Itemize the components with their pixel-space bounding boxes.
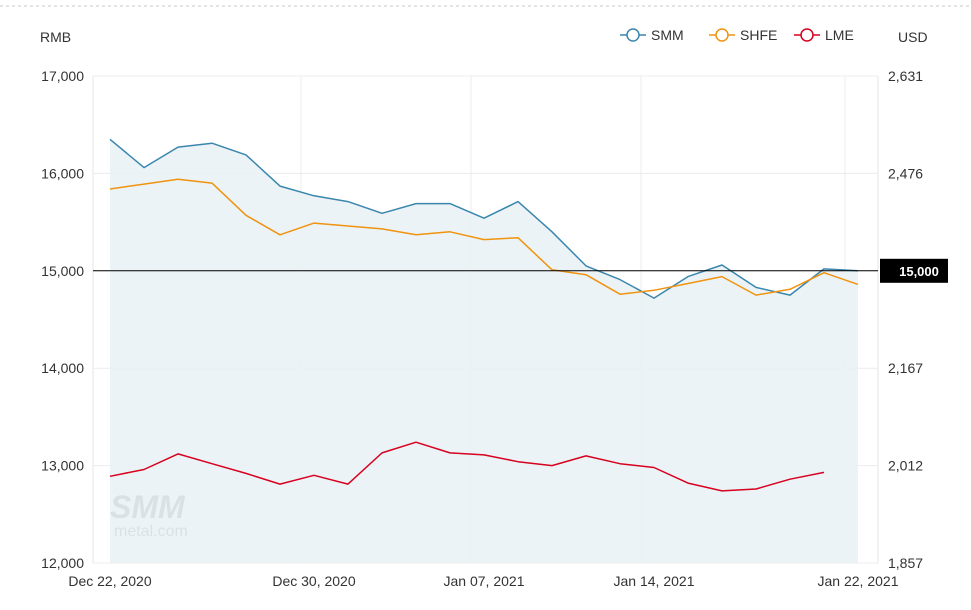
axes: RMB USD 17,000 2,631 16,000 2,476 15,000 14,0… xyxy=(40,29,928,589)
right-tick-label: 2,631 xyxy=(888,68,923,84)
right-axis-title: USD xyxy=(898,29,928,45)
legend-swatch-marker xyxy=(626,28,640,42)
area-layer xyxy=(110,139,858,564)
right-tick-label: 2,012 xyxy=(888,458,923,474)
right-tick-label: 2,167 xyxy=(888,360,923,376)
series-layer xyxy=(109,138,859,492)
legend-item-smm[interactable]: SMM xyxy=(620,27,684,43)
plot-frame xyxy=(92,76,879,563)
legend-swatch-marker xyxy=(715,28,729,42)
crosshair-label-bg xyxy=(880,258,948,283)
crosshair: 15,000 xyxy=(93,258,948,283)
left-tick-label: 16,000 xyxy=(41,165,84,181)
watermark: SMM metal.com xyxy=(110,489,188,540)
watermark-logo: SMM xyxy=(110,489,186,525)
legend[interactable]: SMM SHFE LME xyxy=(620,27,854,43)
x-tick-label: Dec 30, 2020 xyxy=(272,573,355,589)
x-tick-label: Jan 22, 2021 xyxy=(818,573,899,589)
x-tick-label: Jan 07, 2021 xyxy=(444,573,525,589)
right-tick-label: 2,476 xyxy=(888,165,923,181)
legend-item-lme[interactable]: LME xyxy=(794,27,854,43)
left-tick-label: 15,000 xyxy=(41,263,84,279)
series-lme-line xyxy=(109,441,825,492)
legend-label: LME xyxy=(825,27,854,43)
series-smm-area xyxy=(110,139,858,564)
crosshair-label: 15,000 xyxy=(899,264,939,279)
left-tick-label: 14,000 xyxy=(41,360,84,376)
x-tick-label: Dec 22, 2020 xyxy=(68,573,151,589)
left-tick-label: 12,000 xyxy=(41,555,84,571)
x-tick-label: Jan 14, 2021 xyxy=(614,573,695,589)
left-tick-label: 17,000 xyxy=(41,68,84,84)
right-tick-label: 1,857 xyxy=(888,555,923,571)
legend-swatch-marker xyxy=(800,28,814,42)
left-tick-label: 13,000 xyxy=(41,458,84,474)
legend-label: SMM xyxy=(651,27,684,43)
left-axis-title: RMB xyxy=(40,29,71,45)
legend-item-shfe[interactable]: SHFE xyxy=(709,27,777,43)
watermark-url: metal.com xyxy=(114,523,188,540)
legend-label: SHFE xyxy=(740,27,777,43)
